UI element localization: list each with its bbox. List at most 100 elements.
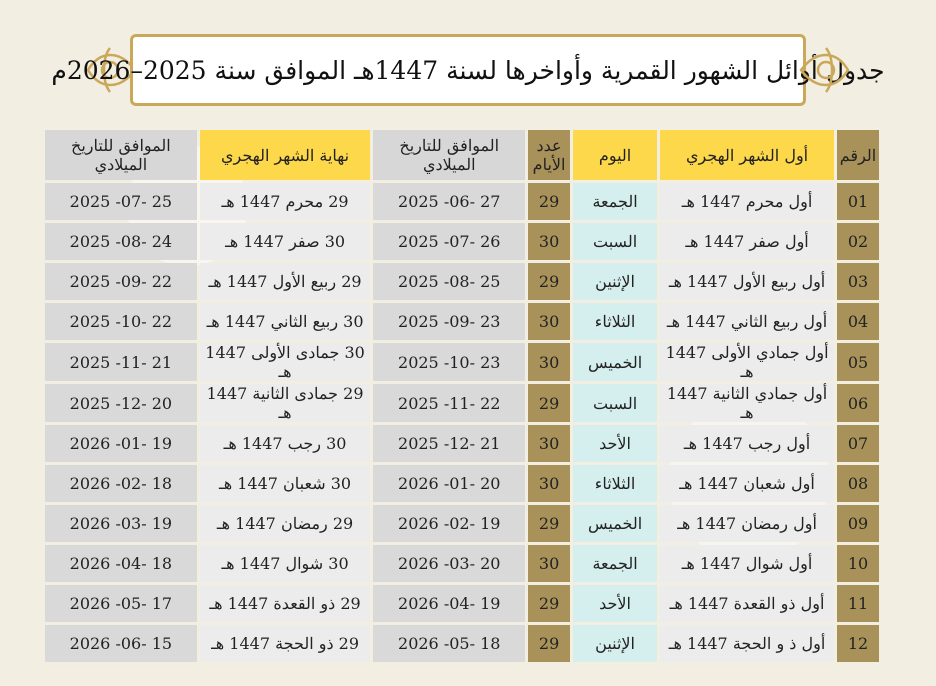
month-end: 30 شوال 1447 هـ (199, 545, 371, 582)
table-row: 09 أول رمضان 1447 هـ الخميس 29 2026 -02- 19 2… (45, 505, 879, 542)
row-number: 09 (837, 505, 879, 542)
month-start: أول ذو القعدة 1447 هـ (660, 585, 834, 622)
month-end: 30 رجب 1447 هـ (199, 425, 371, 462)
month-start: أول رجب 1447 هـ (660, 425, 834, 462)
start-gregorian: 2025 -06- 27 (373, 183, 526, 220)
month-end: 29 رمضان 1447 هـ (199, 505, 371, 542)
title-banner: جدول أوائل الشهور القمرية وأواخرها لسنة … (51, 32, 885, 108)
end-gregorian: 2025 -09- 22 (45, 263, 197, 300)
days-count: 30 (528, 223, 571, 260)
row-number: 06 (837, 384, 879, 422)
row-number: 01 (837, 183, 879, 220)
table-row: 08 أول شعبان 1447 هـ الثلاثاء 30 2026 -01- 2… (45, 465, 879, 502)
end-gregorian: 2025 -10- 22 (45, 303, 197, 340)
month-start: أول ربيع الثاني 1447 هـ (660, 303, 834, 340)
table-row: 10 أول شوال 1447 هـ الجمعة 30 2026 -03- 20 30… (45, 545, 879, 582)
month-start: أول شعبان 1447 هـ (660, 465, 834, 502)
end-gregorian: 2025 -11- 21 (45, 343, 197, 381)
start-gregorian: 2026 -03- 20 (373, 545, 526, 582)
page-title: جدول أوائل الشهور القمرية وأواخرها لسنة … (51, 55, 885, 85)
row-number: 10 (837, 545, 879, 582)
end-gregorian: 2026 -04- 18 (45, 545, 197, 582)
header-day: اليوم (573, 130, 658, 180)
start-gregorian: 2025 -09- 23 (373, 303, 526, 340)
start-gregorian: 2026 -02- 19 (373, 505, 526, 542)
start-gregorian: 2025 -12- 21 (373, 425, 526, 462)
month-end: 30 ربيع الثاني 1447 هـ (199, 303, 371, 340)
weekday: الخميس (573, 343, 658, 381)
header-number: الرقم (837, 130, 879, 180)
start-gregorian: 2026 -04- 19 (373, 585, 526, 622)
table-row: 03 أول ربيع الأول 1447 هـ الإثنين 29 2025 -0… (45, 263, 879, 300)
table-row: 12 أول ذ و الحجة 1447 هـ الإثنين 29 2026 -05… (45, 625, 879, 662)
start-gregorian: 2026 -01- 20 (373, 465, 526, 502)
table-row: 11 أول ذو القعدة 1447 هـ الأحد 29 2026 -04- … (45, 585, 879, 622)
month-end: 29 ذو الحجة 1447 هـ (199, 625, 371, 662)
row-number: 11 (837, 585, 879, 622)
month-end: 29 ربيع الأول 1447 هـ (199, 263, 371, 300)
month-end: 30 شعبان 1447 هـ (199, 465, 371, 502)
weekday: الأحد (573, 425, 658, 462)
row-number: 05 (837, 343, 879, 381)
row-number: 12 (837, 625, 879, 662)
weekday: الثلاثاء (573, 465, 658, 502)
month-end: 29 جمادى الثانية 1447 هـ (199, 384, 371, 422)
days-count: 29 (528, 183, 571, 220)
row-number: 04 (837, 303, 879, 340)
weekday: الخميس (573, 505, 658, 542)
start-gregorian: 2025 -07- 26 (373, 223, 526, 260)
weekday: الأحد (573, 585, 658, 622)
header-days-count: عدد الأيام (528, 130, 571, 180)
ornament-left-icon (86, 47, 137, 93)
month-end: 30 صفر 1447 هـ (199, 223, 371, 260)
row-number: 02 (837, 223, 879, 260)
end-gregorian: 2025 -12- 20 (45, 384, 197, 422)
table-row: 06 أول جمادي الثانية 1447 هـ السبت 29 2025 -… (45, 384, 879, 422)
table-row: 05 أول جمادي الأولى 1447 هـ الخميس 30 2025 -… (45, 343, 879, 381)
days-count: 29 (528, 263, 571, 300)
weekday: السبت (573, 223, 658, 260)
weekday: الإثنين (573, 263, 658, 300)
row-number: 07 (837, 425, 879, 462)
month-start: أول رمضان 1447 هـ (660, 505, 834, 542)
month-start: أول صفر 1447 هـ (660, 223, 834, 260)
end-gregorian: 2026 -01- 19 (45, 425, 197, 462)
month-end: 29 ذو القعدة 1447 هـ (199, 585, 371, 622)
header-end-gregorian: الموافق للتاريخ الميلادي (45, 130, 197, 180)
row-number: 08 (837, 465, 879, 502)
weekday: الثلاثاء (573, 303, 658, 340)
days-count: 30 (528, 545, 571, 582)
header-month-end: نهاية الشهر الهجري (199, 130, 371, 180)
lunar-months-table: الرقم أول الشهر الهجري اليوم عدد الأيام … (42, 127, 882, 665)
end-gregorian: 2026 -05- 17 (45, 585, 197, 622)
month-start: أول ربيع الأول 1447 هـ (660, 263, 834, 300)
month-start: أول محرم 1447 هـ (660, 183, 834, 220)
days-count: 29 (528, 625, 571, 662)
weekday: السبت (573, 384, 658, 422)
table-row: 01 أول محرم 1447 هـ الجمعة 29 2025 -06- 27 29… (45, 183, 879, 220)
month-start: أول جمادي الثانية 1447 هـ (660, 384, 834, 422)
weekday: الإثنين (573, 625, 658, 662)
end-gregorian: 2026 -06- 15 (45, 625, 197, 662)
header-start-gregorian: الموافق للتاريخ الميلادي (373, 130, 526, 180)
row-number: 03 (837, 263, 879, 300)
days-count: 29 (528, 384, 571, 422)
start-gregorian: 2025 -08- 25 (373, 263, 526, 300)
month-end: 30 جمادى الأولى 1447 هـ (199, 343, 371, 381)
end-gregorian: 2026 -03- 19 (45, 505, 197, 542)
start-gregorian: 2025 -11- 22 (373, 384, 526, 422)
weekday: الجمعة (573, 545, 658, 582)
end-gregorian: 2025 -08- 24 (45, 223, 197, 260)
table-row: 07 أول رجب 1447 هـ الأحد 30 2025 -12- 21 30 ر… (45, 425, 879, 462)
days-count: 30 (528, 465, 571, 502)
end-gregorian: 2026 -02- 18 (45, 465, 197, 502)
days-count: 29 (528, 505, 571, 542)
month-start: أول ذ و الحجة 1447 هـ (660, 625, 834, 662)
weekday: الجمعة (573, 183, 658, 220)
table-row: 02 أول صفر 1447 هـ السبت 30 2025 -07- 26 30 ص… (45, 223, 879, 260)
days-count: 30 (528, 303, 571, 340)
table-header-row: الرقم أول الشهر الهجري اليوم عدد الأيام … (45, 130, 879, 180)
end-gregorian: 2025 -07- 25 (45, 183, 197, 220)
month-start: أول شوال 1447 هـ (660, 545, 834, 582)
start-gregorian: 2025 -10- 23 (373, 343, 526, 381)
